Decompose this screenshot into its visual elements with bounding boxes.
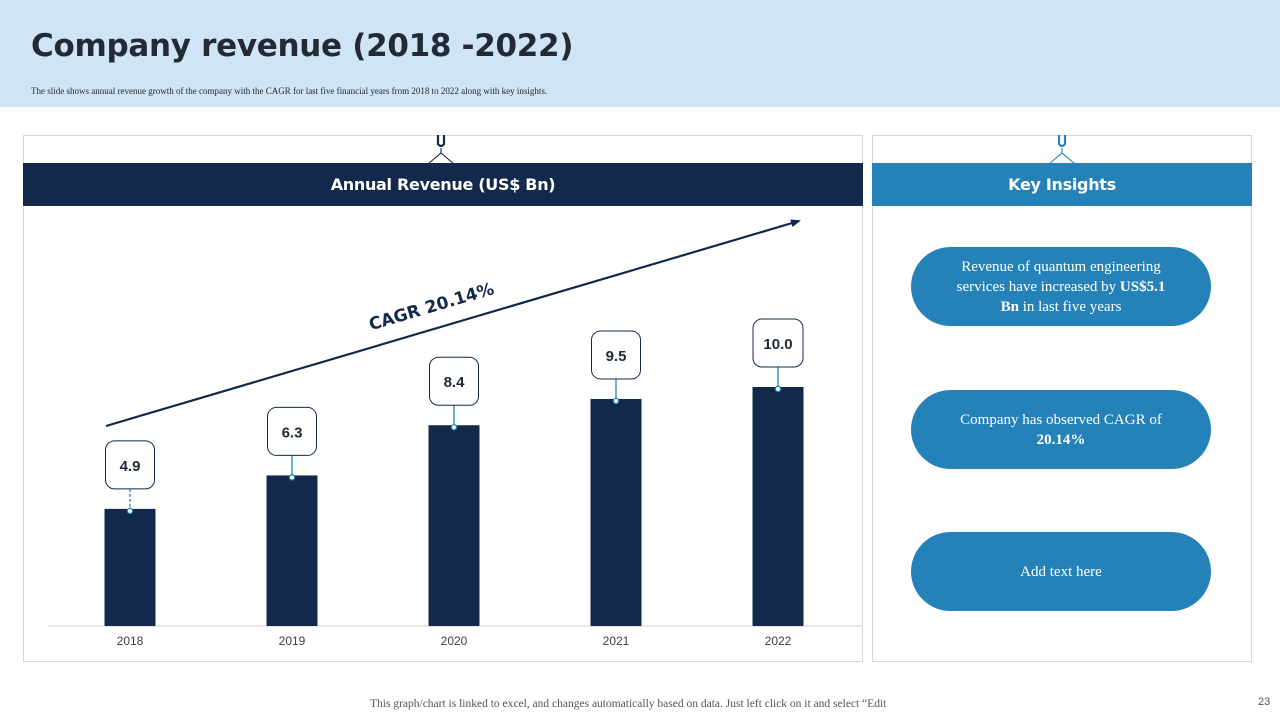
insights-hanger-icon [1048, 135, 1076, 165]
value-label-2019: 6.3 [282, 424, 303, 441]
insight-pill-2: Company has observed CAGR of 20.14% [911, 390, 1211, 469]
bar-2018 [104, 508, 156, 626]
insights-title: Key Insights [1008, 175, 1116, 194]
marker-dot-2019 [288, 474, 296, 481]
cagr-arrow [105, 219, 801, 428]
x-tick-label-2022: 2022 [765, 634, 792, 648]
insights-header: Key Insights [872, 163, 1252, 206]
marker-dot-2018 [126, 507, 134, 515]
bar-2022 [752, 387, 804, 626]
header-band [0, 0, 1280, 107]
marker-dot-2020 [450, 423, 458, 431]
bar-2020 [428, 425, 480, 626]
value-box-2020 [429, 356, 479, 406]
insight-text-2: Company has observed CAGR of 20.14% [960, 411, 1162, 448]
x-tick-label-2021: 2021 [603, 634, 630, 648]
value-label-2018: 4.9 [120, 458, 141, 475]
bar-2021 [590, 398, 642, 626]
page-number: 23 [1258, 696, 1271, 708]
x-tick-label-2020: 2020 [441, 634, 468, 648]
cagr-label: CAGR 20.14% [367, 279, 497, 335]
insight-pill-3: Add text here [911, 532, 1211, 611]
slide-title: Company revenue (2018 -2022) [31, 28, 574, 64]
insight-text-1: Revenue of quantum engineering services … [956, 258, 1166, 315]
insight-pill-1: Revenue of quantum engineering services … [911, 247, 1211, 326]
value-label-2021: 9.5 [606, 348, 627, 365]
marker-dot-2021 [612, 397, 620, 405]
value-label-2022: 10.0 [763, 336, 792, 353]
bar-2019 [266, 475, 318, 626]
footer-note: This graph/chart is linked to excel, and… [370, 698, 887, 710]
chart-hanger-icon [427, 135, 455, 165]
insight-text-3: Add text here [1020, 563, 1102, 580]
value-box-2018 [105, 440, 155, 490]
chart-header: Annual Revenue (US$ Bn) [23, 163, 863, 206]
value-label-2020: 8.4 [444, 374, 466, 391]
x-tick-label-2019: 2019 [279, 634, 306, 648]
value-box-2022 [752, 318, 804, 368]
value-box-2021 [591, 330, 641, 380]
value-box-2019 [267, 406, 317, 456]
x-tick-label-2018: 2018 [117, 634, 144, 648]
marker-dot-2022 [774, 385, 782, 393]
slide-subtitle: The slide shows annual revenue growth of… [31, 86, 548, 96]
chart-title: Annual Revenue (US$ Bn) [330, 175, 556, 194]
